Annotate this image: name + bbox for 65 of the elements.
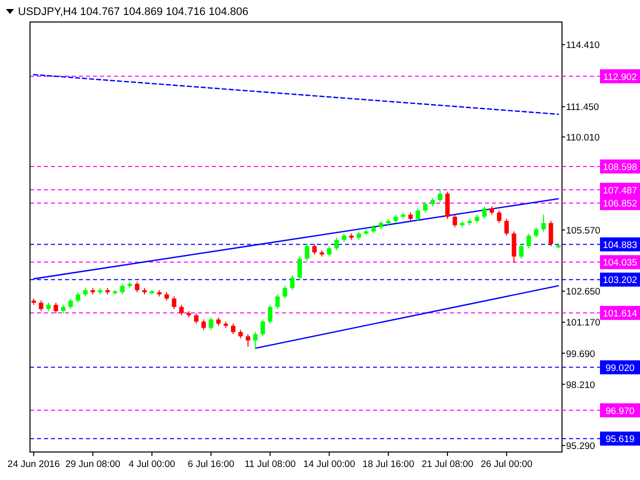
x-tick-label: 26 Jul 00:00: [480, 459, 532, 470]
candlestick: [268, 304, 272, 324]
y-tick-label: 98.210: [566, 380, 596, 391]
candlestick: [541, 214, 546, 232]
y-tick-label: 102.650: [566, 286, 600, 298]
ref-line-label: 112.902: [603, 72, 637, 83]
candlestick: [275, 294, 280, 310]
ref-line-label: 108.598: [602, 162, 638, 173]
candlestick: [334, 237, 339, 251]
ref-line-label: 95.619: [605, 434, 635, 446]
x-tick-label: 24 Jun 2016: [8, 459, 60, 470]
candlestick: [38, 300, 44, 312]
y-tick-label: 99.690: [566, 348, 596, 360]
candlestick: [423, 202, 428, 214]
candlestick: [134, 281, 140, 293]
ref-line-label: 99.020: [605, 362, 635, 374]
candlestick: [512, 230, 516, 264]
x-tick-label: 6 Jul 16:00: [188, 459, 234, 470]
y-tick-label: 111.450: [566, 102, 599, 114]
candlestick: [438, 189, 442, 203]
x-tick-label: 18 Jul 16:00: [362, 459, 414, 470]
candlestick: [290, 274, 295, 291]
x-tick-label: 11 Jul 08:00: [244, 459, 296, 470]
y-tick-label: 95.290: [566, 441, 596, 452]
ref-line-label: 96.970: [605, 406, 635, 417]
candlestick: [504, 218, 509, 236]
candlestick: [496, 210, 502, 224]
candlestick: [452, 214, 458, 228]
candlestick: [201, 319, 206, 330]
candlestick: [120, 283, 125, 295]
candlestick: [253, 332, 258, 350]
candlestick: [445, 191, 450, 220]
ref-line-label: 106.852: [602, 198, 638, 210]
ref-line-label: 104.883: [602, 240, 638, 251]
y-tick-label: 110.010: [566, 132, 600, 144]
candlestick: [260, 319, 265, 337]
candlestick: [519, 244, 524, 260]
candlestick: [194, 312, 198, 324]
y-tick-label: 114.410: [566, 40, 600, 52]
candlestick: [312, 244, 317, 256]
candlestick: [68, 298, 73, 310]
candlestick: [534, 226, 538, 238]
ref-line-label: 104.035: [602, 258, 638, 269]
x-tick-label: 4 Jul 00:00: [128, 459, 176, 470]
chart-title: USDJPY,H4 104.767 104.869 104.716 104.806: [18, 6, 248, 18]
candlestick: [304, 244, 310, 262]
candlestick: [416, 208, 420, 222]
ref-line-label: 101.614: [602, 308, 638, 320]
candlestick: [327, 246, 332, 258]
candlestick: [482, 206, 487, 220]
candlestick: [526, 233, 531, 249]
x-tick-label: 14 Jul 00:00: [303, 459, 356, 470]
ref-line-label: 107.487: [602, 185, 638, 196]
candlestick: [208, 316, 214, 330]
x-tick-label: 29 Jun 08:00: [65, 459, 120, 470]
y-tick-label: 105.570: [566, 225, 600, 236]
candlestick: [297, 256, 302, 280]
y-tick-label: 101.170: [566, 318, 600, 329]
candlestick: [54, 302, 58, 314]
ref-line-label: 103.202: [602, 275, 638, 286]
candlestick: [230, 323, 236, 335]
candlestick: [548, 220, 554, 247]
candlestick: [172, 296, 176, 310]
x-tick-label: 21 Jul 08:00: [422, 459, 474, 470]
candlestick: [282, 285, 288, 300]
